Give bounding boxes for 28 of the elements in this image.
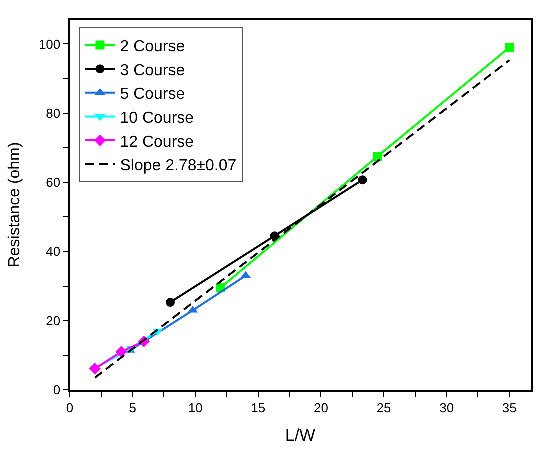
y-axis-title: Resistance (ohm) bbox=[6, 142, 24, 268]
point bbox=[358, 176, 368, 185]
legend-label: 5 Course bbox=[120, 86, 186, 104]
x-tick-label: 5 bbox=[129, 400, 136, 416]
x-tick-label: 30 bbox=[440, 400, 454, 416]
y-tick-label: 40 bbox=[46, 244, 61, 260]
x-tick-label: 35 bbox=[502, 400, 517, 416]
y-tick-label: 100 bbox=[38, 36, 61, 52]
point bbox=[166, 298, 175, 308]
point bbox=[89, 363, 101, 375]
legend-label: 2 Course bbox=[120, 38, 186, 56]
x-axis-title: L/W bbox=[285, 426, 316, 446]
x-tick-label: 10 bbox=[188, 400, 203, 416]
point bbox=[505, 43, 514, 52]
y-tick-label: 20 bbox=[46, 313, 61, 328]
x-tick-label: 20 bbox=[314, 400, 328, 416]
y-tick-label: 60 bbox=[46, 175, 61, 190]
point bbox=[116, 346, 128, 358]
x-tick-label: 15 bbox=[251, 400, 266, 416]
x-tick-label: 0 bbox=[66, 400, 74, 416]
legend-label: 12 Course bbox=[120, 134, 194, 151]
y-tick-label: 80 bbox=[46, 106, 61, 121]
x-tick-label: 25 bbox=[376, 400, 392, 416]
point bbox=[373, 152, 382, 162]
legend-label: Slope 2.78±0.07 bbox=[120, 158, 237, 175]
legend-label: 10 Course bbox=[120, 110, 194, 127]
legend-label: 3 Course bbox=[120, 62, 186, 80]
y-tick-label: 0 bbox=[53, 382, 61, 398]
